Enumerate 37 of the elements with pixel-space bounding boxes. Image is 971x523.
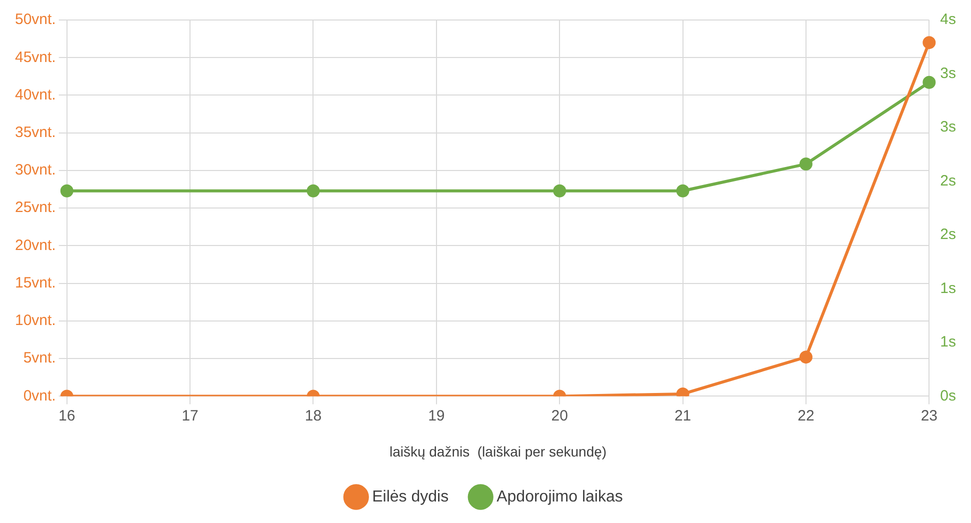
y-tick-label: 5vnt. [23, 350, 56, 367]
y-tick-label: 40vnt. [14, 86, 56, 104]
point [799, 158, 812, 171]
point [553, 184, 566, 198]
legend-label: Eilės dydis [372, 488, 449, 506]
x-tick-label: 16 [58, 407, 76, 424]
y-tick-label: 35vnt. [14, 124, 56, 141]
x-tick-label: 21 [674, 407, 692, 424]
x-tick-label: 22 [798, 407, 814, 424]
point [60, 184, 74, 198]
y-tick-label: 0vnt. [23, 387, 56, 404]
legend-label: Apdorojimo laikas [496, 488, 623, 506]
y2-tick-label: 1s [940, 280, 956, 297]
y2-tick-label: 3s [940, 64, 956, 82]
y2-tick-label: 4s [940, 11, 956, 28]
y2-tick-label: 3s [940, 118, 956, 136]
point [922, 36, 936, 50]
point [676, 184, 690, 198]
x-tick-label: 19 [428, 407, 445, 424]
point [922, 76, 936, 89]
y-tick-label: 25vnt. [14, 199, 56, 216]
y-tick-label: 30vnt. [14, 162, 56, 179]
y-tick-label: 20vnt. [14, 236, 56, 254]
y-tick-label: 45vnt. [14, 48, 56, 66]
x-tick-label: 18 [304, 407, 322, 424]
y-tick-label: 15vnt. [14, 274, 56, 292]
y-tick-label: 10vnt. [14, 312, 56, 330]
x-axis-title: laiškų dažnis (laiškai per sekundę) [389, 443, 607, 460]
x-tick-label: 20 [551, 407, 568, 424]
x-tick-label: 23 [920, 407, 938, 424]
x-tick-label: 17 [182, 407, 198, 424]
point [306, 184, 320, 198]
y-tick-label: 50vnt. [14, 11, 56, 28]
y2-tick-label: 2s [940, 226, 956, 244]
y2-tick-label: 1s [940, 334, 956, 351]
y2-tick-label: 2s [940, 172, 956, 190]
y2-tick-label: 0s [940, 387, 956, 404]
